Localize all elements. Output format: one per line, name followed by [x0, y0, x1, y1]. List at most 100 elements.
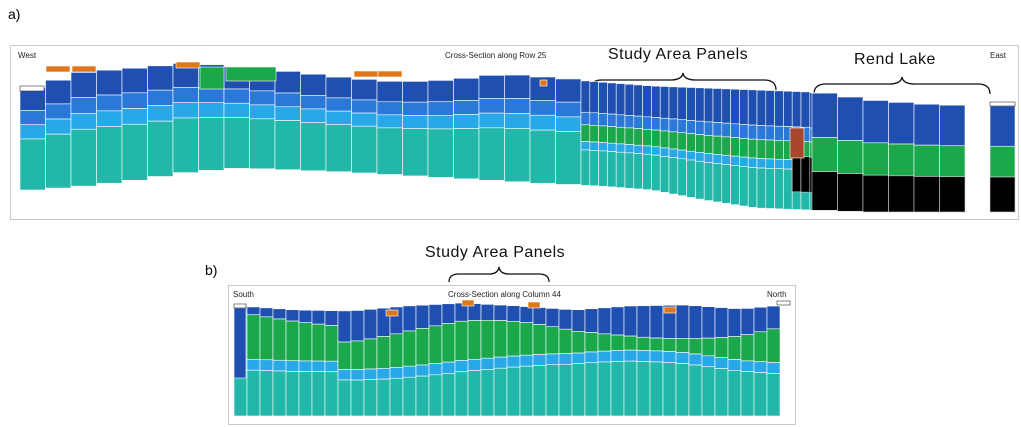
section-b-column-layer: [311, 310, 326, 325]
section-b-column-layer: [701, 306, 716, 339]
section-b-column-layer: [272, 308, 287, 320]
section-a-column-layer: [274, 120, 301, 171]
section-a-orange-cap: [45, 65, 71, 73]
section-a-column-green-layer: [913, 144, 940, 177]
section-a-column-layer: [96, 126, 123, 184]
section-b-column-layer: [441, 361, 456, 374]
section-a-orange-cap: [71, 65, 97, 73]
section-b-column-layer: [558, 363, 573, 417]
section-b-column-layer: [740, 360, 755, 372]
section-b-column-layer: [662, 338, 677, 352]
section-b-column-layer: [519, 365, 534, 417]
section-b-column-layer: [623, 360, 638, 417]
section-b-column-layer: [623, 305, 638, 337]
section-a-column-layer: [376, 127, 403, 175]
section-b-column-layer: [311, 360, 326, 372]
section-b-orange-cap: [461, 299, 475, 307]
section-b-column-layer: [610, 350, 625, 362]
section-b-column-layer: [545, 353, 560, 366]
section-b-column-layer: [493, 356, 508, 369]
section-a-column-black-layer: [837, 173, 864, 212]
section-b-column-layer: [571, 352, 586, 365]
section-b-column-layer: [506, 366, 521, 417]
section-b-column-layer: [376, 336, 391, 369]
section-b-column-layer: [324, 360, 339, 373]
section-b-column-layer: [272, 359, 287, 372]
north-label: North: [767, 290, 787, 299]
section-b-column-layer: [662, 351, 677, 363]
section-a-column-layer: [70, 128, 97, 187]
study-area-annotation-b: Study Area Panels: [425, 244, 566, 261]
section-a-column-green-layer: [939, 145, 966, 178]
section-b-column-layer: [571, 309, 586, 332]
section-b-column-layer: [298, 309, 313, 324]
section-a-column-layer: [478, 127, 505, 181]
section-a-column-dark-blue-layer: [913, 103, 940, 146]
rend-lake-annotation: Rend Lake: [854, 51, 936, 68]
section-b-column-layer: [480, 304, 495, 321]
section-a-column-green-layer: [862, 142, 889, 176]
section-b-column-layer: [584, 351, 599, 364]
section-a-column-black-layer: [913, 176, 940, 213]
section-b-column-layer: [519, 322, 534, 356]
section-b-column-layer: [714, 307, 729, 338]
section-b-column-layer: [610, 334, 625, 351]
section-b-column-layer: [454, 371, 469, 417]
section-b-column-layer: [480, 369, 495, 417]
section-b-column-layer: [259, 307, 274, 318]
section-b-column-layer: [298, 360, 313, 372]
section-b-column-layer: [467, 370, 482, 417]
section-b-column-layer: [337, 341, 352, 370]
section-b-column-layer: [246, 369, 261, 417]
section-b-column-layer: [272, 370, 287, 417]
section-a-column-layer: [121, 123, 148, 181]
east-label: East: [990, 51, 1007, 60]
section-a-column-layer: [529, 129, 556, 184]
section-b-column-layer: [571, 363, 586, 417]
section-b-column-layer: [402, 365, 417, 378]
section-b-column-layer: [350, 369, 365, 381]
section-a-column-dark-blue-layer: [862, 100, 889, 144]
section-b-column-layer: [467, 320, 482, 360]
section-b-column-layer: [285, 371, 300, 417]
section-b-column-layer: [675, 363, 690, 417]
section-b-column-layer: [324, 371, 339, 417]
section-b-column-layer: [454, 360, 469, 373]
section-a-column-layer: [402, 128, 429, 177]
section-b-column-layer: [688, 338, 703, 355]
section-b-column-layer: [636, 361, 651, 417]
panel-b-label: b): [205, 262, 218, 278]
section-b-column-layer: [727, 336, 742, 360]
section-a-column-layer: [249, 118, 276, 170]
section-b-column-layer: [597, 307, 612, 335]
section-b-column-layer: [402, 330, 417, 367]
section-b-column-layer: [285, 320, 300, 362]
section-a-start-cap: [19, 85, 45, 92]
section-a-column-layer: [45, 133, 72, 189]
section-a-orange-cap: [175, 61, 201, 69]
section-a-column-layer: [504, 128, 531, 183]
section-b-column-layer: [558, 328, 573, 354]
section-b-column-layer: [506, 321, 521, 357]
section-b-column-layer: [701, 337, 716, 357]
section-b-column-layer: [740, 308, 755, 335]
section-b-column-layer: [714, 368, 729, 417]
section-b-column-layer: [246, 306, 261, 316]
section-b-column-layer: [675, 337, 690, 353]
section-b-column-layer: [532, 354, 547, 366]
section-b-column-layer: [285, 360, 300, 372]
section-b-column-layer: [259, 359, 274, 371]
rend-lake-brace: [813, 76, 991, 95]
section-a-column-layer: [223, 117, 250, 169]
section-b-column-layer: [532, 324, 547, 355]
section-b-column-layer: [415, 375, 430, 417]
section-b-column-layer: [363, 368, 378, 381]
section-b-column-layer: [389, 367, 404, 379]
section-b-column-layer: [584, 332, 599, 353]
section-b-column-layer: [389, 377, 404, 417]
section-b-column-layer: [740, 334, 755, 362]
section-b-column-layer: [298, 322, 313, 362]
section-b-column-layer: [363, 309, 378, 340]
section-a-column-dark-blue-layer: [837, 96, 864, 141]
section-b-column-layer: [558, 309, 573, 330]
